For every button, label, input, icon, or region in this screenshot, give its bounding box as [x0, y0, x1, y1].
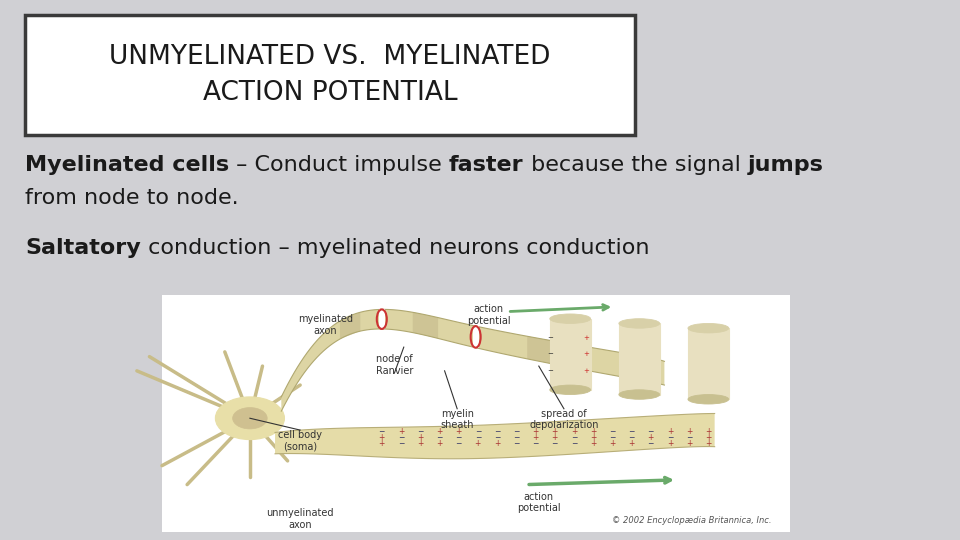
Text: action
potential: action potential — [517, 492, 561, 514]
Text: node of
Ranvier: node of Ranvier — [375, 354, 413, 376]
Bar — [550, 319, 590, 390]
Text: +: + — [570, 427, 577, 436]
Text: −: − — [570, 433, 577, 442]
Text: +: + — [667, 427, 673, 436]
Text: +: + — [686, 438, 692, 448]
Text: −: − — [648, 427, 654, 436]
Text: +: + — [584, 351, 589, 357]
Text: −: − — [493, 433, 500, 442]
Ellipse shape — [232, 408, 267, 429]
Ellipse shape — [550, 385, 590, 395]
Polygon shape — [276, 414, 714, 459]
Text: myelin
sheath: myelin sheath — [441, 409, 474, 430]
Text: −: − — [551, 438, 558, 448]
Text: +: + — [378, 438, 385, 448]
Text: myelinated
axon: myelinated axon — [298, 314, 352, 335]
Text: −: − — [513, 438, 519, 448]
Ellipse shape — [688, 395, 729, 404]
Text: −: − — [513, 433, 519, 442]
Text: +: + — [417, 438, 423, 448]
Polygon shape — [622, 353, 640, 380]
Polygon shape — [413, 312, 438, 339]
Text: +: + — [706, 427, 711, 436]
Text: Saltatory: Saltatory — [25, 238, 141, 258]
Text: −: − — [455, 438, 462, 448]
Text: −: − — [629, 427, 635, 436]
Text: +: + — [589, 438, 596, 448]
Text: +: + — [436, 438, 443, 448]
Text: −: − — [493, 427, 500, 436]
Polygon shape — [527, 336, 559, 365]
Text: +: + — [551, 433, 558, 442]
Text: Myelinated cells: Myelinated cells — [25, 155, 229, 175]
Text: −: − — [648, 438, 654, 448]
Bar — [472, 326, 479, 348]
Ellipse shape — [215, 397, 284, 440]
Text: −: − — [610, 433, 615, 442]
Text: +: + — [436, 427, 443, 436]
Text: from node to node.: from node to node. — [25, 188, 239, 208]
Text: +: + — [532, 433, 539, 442]
Text: +: + — [610, 438, 615, 448]
Text: +: + — [551, 427, 558, 436]
Text: – Conduct impulse: – Conduct impulse — [229, 155, 449, 175]
Text: −: − — [436, 433, 443, 442]
Text: −: − — [570, 438, 577, 448]
Text: +: + — [532, 427, 539, 436]
Text: −: − — [474, 433, 481, 442]
Polygon shape — [340, 312, 360, 339]
Text: +: + — [584, 335, 589, 341]
Text: +: + — [589, 433, 596, 442]
Text: +: + — [686, 427, 692, 436]
Text: jumps: jumps — [748, 155, 824, 175]
FancyBboxPatch shape — [25, 15, 635, 135]
Text: UNMYELINATED VS.  MYELINATED
ACTION POTENTIAL: UNMYELINATED VS. MYELINATED ACTION POTEN… — [109, 44, 551, 106]
Text: +: + — [417, 433, 423, 442]
Bar — [688, 328, 729, 399]
Bar — [379, 309, 385, 329]
Polygon shape — [281, 309, 664, 411]
Bar — [619, 323, 660, 395]
Text: +: + — [706, 433, 711, 442]
Text: −: − — [474, 427, 481, 436]
Text: faster: faster — [449, 155, 523, 175]
Text: action
potential: action potential — [467, 305, 511, 326]
Text: +: + — [667, 438, 673, 448]
Text: +: + — [397, 427, 404, 436]
Bar — [162, 295, 790, 532]
Text: −: − — [417, 427, 423, 436]
Ellipse shape — [550, 314, 590, 323]
Text: spread of
depolarization: spread of depolarization — [529, 409, 599, 430]
Text: because the signal: because the signal — [523, 155, 748, 175]
Text: −: − — [532, 438, 539, 448]
Ellipse shape — [688, 323, 729, 333]
Text: −: − — [667, 433, 673, 442]
Text: −: − — [547, 368, 553, 374]
Text: +: + — [378, 433, 385, 442]
Text: −: − — [513, 427, 519, 436]
Text: +: + — [706, 438, 711, 448]
Text: +: + — [474, 438, 481, 448]
Text: +: + — [589, 427, 596, 436]
Text: −: − — [610, 427, 615, 436]
Text: conduction – myelinated neurons conduction: conduction – myelinated neurons conducti… — [141, 238, 649, 258]
Text: +: + — [584, 368, 589, 374]
Text: −: − — [455, 433, 462, 442]
Ellipse shape — [619, 390, 660, 399]
Text: cell body
(soma): cell body (soma) — [278, 430, 323, 451]
Text: © 2002 Encyclopædia Britannica, Inc.: © 2002 Encyclopædia Britannica, Inc. — [612, 516, 771, 525]
Text: −: − — [397, 438, 404, 448]
Text: unmyelinated
axon: unmyelinated axon — [267, 508, 334, 530]
Text: −: − — [547, 351, 553, 357]
Text: −: − — [686, 433, 692, 442]
Text: −: − — [378, 427, 385, 436]
Text: +: + — [629, 438, 635, 448]
Text: −: − — [547, 335, 553, 341]
Text: +: + — [648, 433, 654, 442]
Text: −: − — [397, 433, 404, 442]
Text: +: + — [493, 438, 500, 448]
Ellipse shape — [619, 319, 660, 328]
Text: −: − — [629, 433, 635, 442]
Text: +: + — [455, 427, 462, 436]
